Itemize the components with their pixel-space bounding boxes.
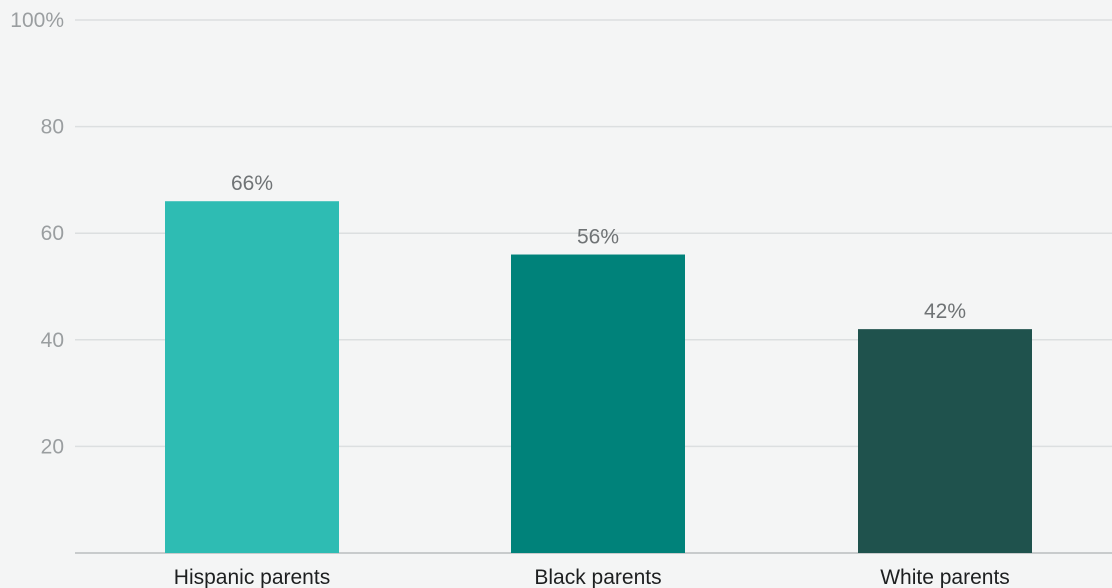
y-tick-label: 80 bbox=[41, 116, 64, 139]
y-tick-label: 100% bbox=[10, 9, 64, 32]
data-label: 42% bbox=[924, 300, 966, 323]
bar bbox=[165, 201, 339, 553]
category-label: Hispanic parents bbox=[174, 566, 330, 588]
y-tick-label: 40 bbox=[41, 329, 64, 352]
bar bbox=[511, 254, 685, 553]
data-label: 56% bbox=[577, 226, 619, 249]
y-tick-label: 20 bbox=[41, 435, 64, 458]
category-label: White parents bbox=[880, 566, 1010, 588]
y-tick-label: 60 bbox=[41, 222, 64, 245]
data-label: 66% bbox=[231, 172, 273, 195]
bar bbox=[858, 329, 1032, 553]
category-label: Black parents bbox=[534, 566, 661, 588]
